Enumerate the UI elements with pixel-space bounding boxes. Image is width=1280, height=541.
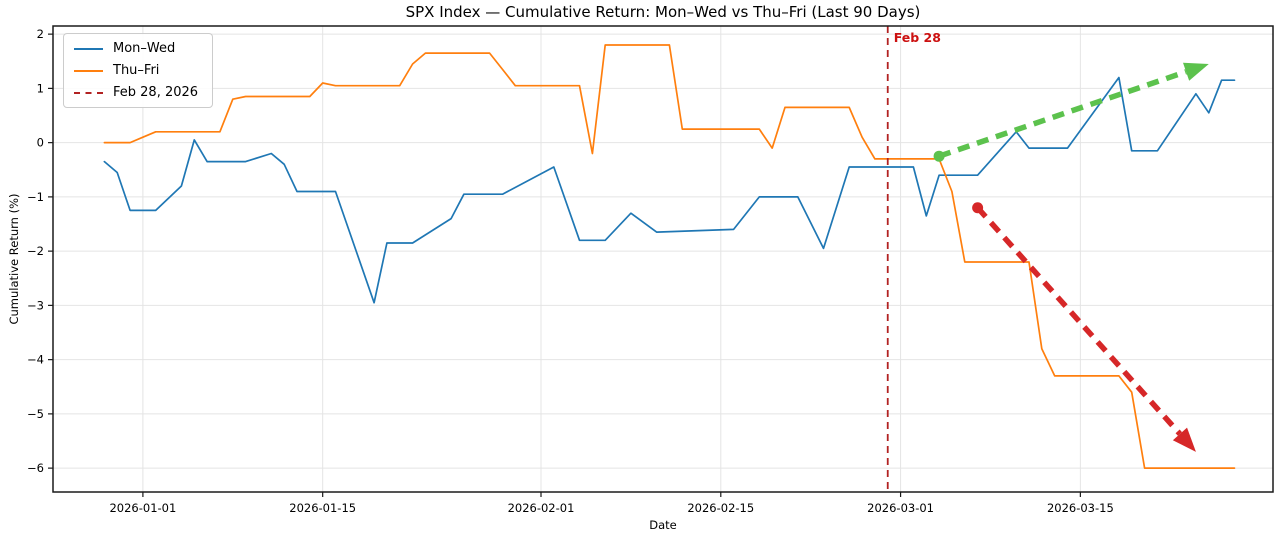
y-axis-label: Cumulative Return (%)	[7, 193, 21, 325]
x-tick-label: 2026-02-01	[508, 501, 575, 515]
y-tick-label: −2	[27, 244, 44, 258]
legend-label: Thu–Fri	[113, 63, 160, 78]
uptrend-arrow-shaft	[938, 69, 1187, 159]
x-axis-label: Date	[649, 518, 677, 532]
x-tick-label: 2026-02-15	[687, 501, 754, 515]
x-tick-label: 2026-03-15	[1047, 501, 1114, 515]
legend-swatch	[74, 69, 103, 72]
y-tick-label: −5	[27, 407, 44, 421]
y-tick-label: 1	[37, 81, 44, 95]
legend-swatch	[74, 91, 103, 94]
feb28-vline-label: Feb 28	[894, 30, 941, 45]
y-tick-label: 0	[37, 136, 44, 150]
plot-border	[52, 25, 1274, 493]
series-line-thu-fri	[103, 44, 1236, 469]
legend-item: Mon–Wed	[74, 41, 198, 56]
legend-swatch	[74, 47, 103, 50]
legend-item: Feb 28, 2026	[74, 85, 198, 100]
legend: Mon–Wed Thu–Fri Feb 28, 2026	[63, 33, 214, 108]
x-tick-label: 2026-01-15	[289, 501, 356, 515]
legend-label: Feb 28, 2026	[113, 85, 199, 100]
legend-label: Mon–Wed	[113, 41, 176, 56]
x-tick-label: 2026-03-01	[867, 501, 934, 515]
series-line-mon-wed	[103, 76, 1236, 304]
downtrend-arrow-shaft	[975, 205, 1182, 436]
uptrend-arrow-head	[1183, 62, 1209, 81]
y-tick-label: −6	[27, 461, 44, 475]
x-tick-label: 2026-01-01	[109, 501, 176, 515]
legend-item: Thu–Fri	[74, 63, 198, 78]
y-tick-label: −1	[27, 190, 44, 204]
y-tick-label: −4	[27, 353, 44, 367]
downtrend-arrow-head	[1172, 427, 1196, 452]
y-tick-label: −3	[27, 298, 44, 312]
y-tick-label: 2	[37, 27, 44, 41]
chart-title: SPX Index — Cumulative Return: Mon–Wed v…	[405, 3, 921, 21]
